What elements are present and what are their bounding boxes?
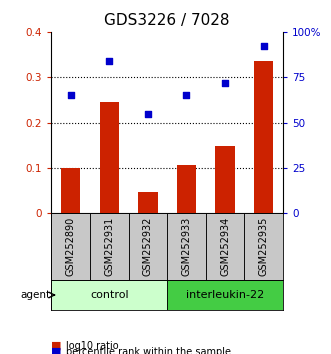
Text: agent: agent [21,290,51,300]
Bar [61,168,80,213]
Bar [90,213,128,280]
Point [145,111,151,116]
Point [107,58,112,64]
Text: GSM252931: GSM252931 [104,217,114,276]
Bar [206,213,244,280]
Bar [177,165,196,213]
Text: log10 ratio: log10 ratio [66,341,119,350]
Text: GSM252935: GSM252935 [259,217,269,276]
Bar [167,280,283,310]
Bar [244,213,283,280]
Text: ■: ■ [51,341,62,350]
Text: GSM252932: GSM252932 [143,217,153,276]
Text: ■: ■ [51,347,62,354]
Bar [51,280,167,310]
Bar [100,102,119,213]
Bar [138,192,158,213]
Text: control: control [90,290,128,300]
Point [261,44,266,49]
Point [68,92,73,98]
Bar [215,146,235,213]
Point [222,80,228,86]
Text: GSM252890: GSM252890 [66,217,75,276]
Bar [128,213,167,280]
Text: GSM252933: GSM252933 [181,217,191,276]
Point [184,92,189,98]
Bar [254,61,273,213]
Bar [167,213,206,280]
Text: interleukin-22: interleukin-22 [186,290,264,300]
Bar [51,213,90,280]
Text: GSM252934: GSM252934 [220,217,230,276]
Text: percentile rank within the sample: percentile rank within the sample [66,347,231,354]
Title: GDS3226 / 7028: GDS3226 / 7028 [104,13,230,28]
